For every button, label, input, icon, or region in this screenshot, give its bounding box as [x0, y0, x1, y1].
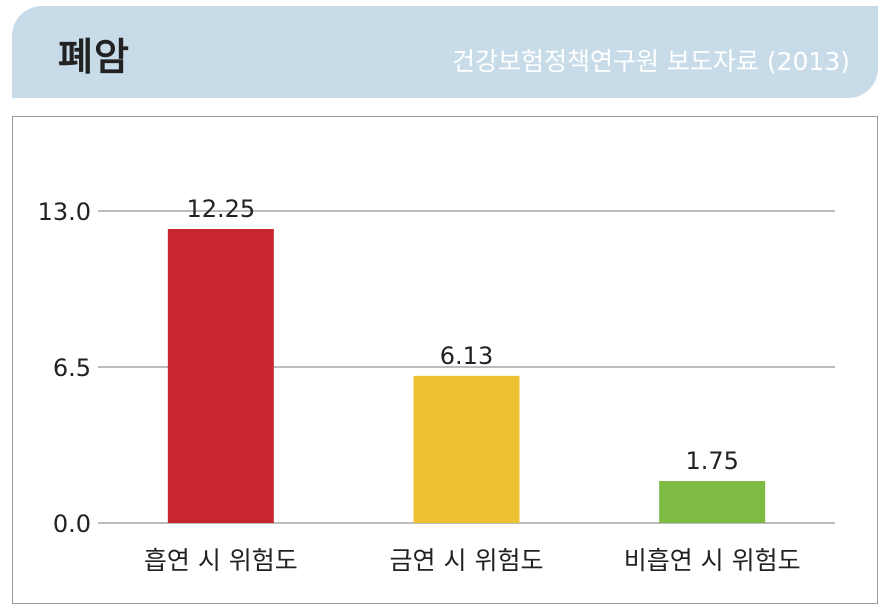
y-tick-label: 13.0 — [38, 198, 91, 226]
header-banner: 폐암 건강보험정책연구원 보도자료 (2013) — [12, 6, 878, 98]
y-tick-label: 0.0 — [53, 510, 91, 538]
bar — [659, 481, 766, 523]
label-layer: 0.0 6.5 13.0 12.25 흡연 시 위험도 6.13 금연 시 위험도 1.75 비… — [38, 195, 801, 575]
x-category-label: 흡연 시 위험도 — [144, 546, 298, 575]
page-title: 폐암 — [58, 35, 130, 79]
bar — [413, 375, 520, 523]
bar-chart: 0.0 6.5 13.0 12.25 흡연 시 위험도 6.13 금연 시 위험도 1.75 비… — [38, 195, 835, 575]
data-label: 1.75 — [685, 447, 738, 475]
source-caption: 건강보험정책연구원 보도자료 (2013) — [451, 47, 850, 76]
x-category-label: 비흡연 시 위험도 — [624, 546, 801, 575]
data-label: 6.13 — [440, 342, 493, 370]
x-category-label: 금연 시 위험도 — [390, 546, 544, 575]
data-label: 12.25 — [186, 195, 255, 223]
bar-layer — [167, 229, 766, 523]
bar — [167, 229, 274, 523]
y-tick-label: 6.5 — [53, 354, 91, 382]
chart-panel: 0.0 6.5 13.0 12.25 흡연 시 위험도 6.13 금연 시 위험도 1.75 비… — [12, 116, 878, 604]
